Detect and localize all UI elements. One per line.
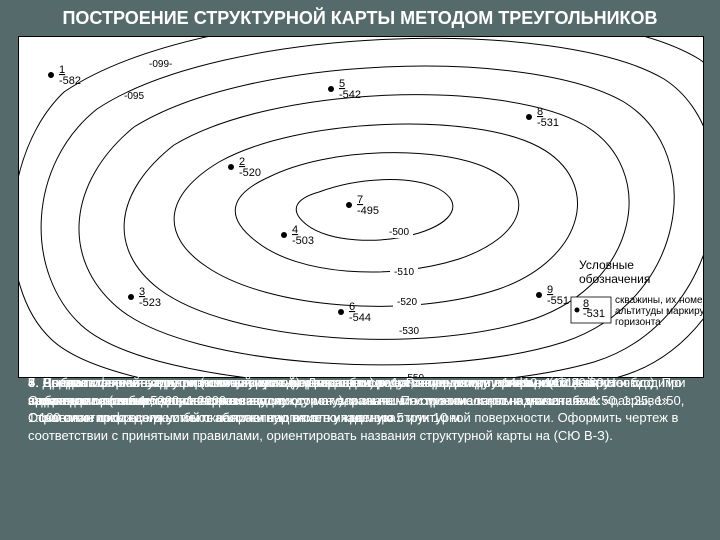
legend-title: Условныеобозначения <box>579 258 650 286</box>
well-dot <box>346 202 352 208</box>
text-layer-5: 7. Для выполнения задания используются д… <box>28 374 692 427</box>
contour-label: -500 <box>389 227 409 238</box>
well-label: 1-582 <box>59 64 81 87</box>
well-label: 8-531 <box>537 106 559 129</box>
well-label: 5-542 <box>339 78 361 101</box>
well-dot <box>228 164 234 170</box>
well-dot <box>338 309 344 315</box>
well-label: 6-544 <box>349 301 371 324</box>
slide: ПОСТРОЕНИЕ СТРУКТУРНОЙ КАРТЫ МЕТОДОМ ТРЕ… <box>0 0 720 540</box>
well-dot <box>526 114 532 120</box>
legend-well-dot <box>575 308 580 313</box>
contour-diagram: -500-510-520-530-550-560 -099--095 1-582… <box>18 36 704 378</box>
diagram-svg: -500-510-520-530-550-560 -099--095 1-582… <box>19 37 703 377</box>
well-label: 9-551 <box>547 284 569 307</box>
outer-label: -099- <box>149 59 172 70</box>
well-label: 2-520 <box>239 156 261 179</box>
outer-label: -095 <box>124 91 144 102</box>
well-dot <box>328 86 334 92</box>
contour-label: -510 <box>394 267 414 278</box>
well-label: 3-523 <box>139 286 161 309</box>
well-label: 7-495 <box>357 194 379 217</box>
well-dot <box>281 232 287 238</box>
contour-label: -520 <box>397 297 417 308</box>
slide-title: ПОСТРОЕНИЕ СТРУКТУРНОЙ КАРТЫ МЕТОДОМ ТРЕ… <box>0 8 720 29</box>
contour-label: -530 <box>399 326 419 337</box>
overlapping-text: 3. Выбрать сечение стратоизогипс, то ест… <box>28 374 692 524</box>
well-dot <box>536 292 542 298</box>
well-dot <box>128 294 134 300</box>
legend-caption: скважины, их номера иальтитуды маркирующ… <box>615 295 703 328</box>
well-dot <box>48 72 54 78</box>
